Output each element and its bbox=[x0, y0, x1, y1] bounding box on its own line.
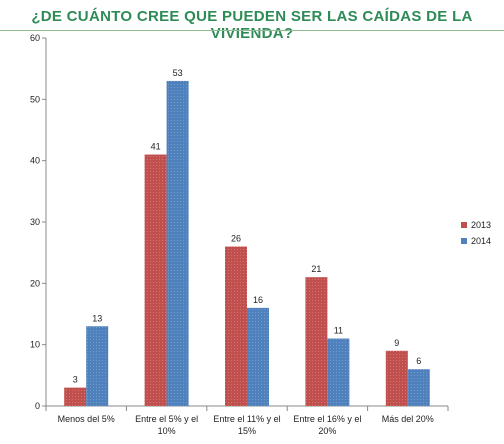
data-label: 3 bbox=[73, 375, 78, 385]
bar-2014 bbox=[247, 307, 269, 406]
data-label: 26 bbox=[231, 234, 241, 244]
bar-2013 bbox=[385, 350, 408, 406]
legend: 2013 2014 bbox=[461, 220, 491, 246]
y-tick-label: 60 bbox=[30, 33, 40, 43]
y-tick-label: 20 bbox=[30, 278, 40, 288]
data-label: 6 bbox=[416, 356, 421, 366]
bar-2014 bbox=[166, 80, 189, 406]
data-label: 41 bbox=[151, 142, 161, 152]
y-tick-label: 30 bbox=[30, 217, 40, 227]
labels: Menos del 5% 3 13 Entre el 5% y el 10% 41 53 En… bbox=[58, 68, 434, 436]
x-tick-label: Entre el 11% y el 15% bbox=[213, 414, 280, 436]
data-label: 9 bbox=[394, 338, 399, 348]
legend-swatch-2014 bbox=[461, 238, 467, 244]
y-tick-label: 40 bbox=[30, 156, 40, 166]
bars bbox=[64, 80, 430, 406]
x-tick-label: Entre el 16% y el 20% bbox=[293, 414, 361, 436]
bar-2014 bbox=[86, 326, 109, 406]
bar-2013 bbox=[144, 154, 167, 406]
data-label: 13 bbox=[92, 313, 102, 323]
y-tick-label: 0 bbox=[35, 401, 40, 411]
y-tick-label: 10 bbox=[30, 340, 40, 350]
legend-label: 2013 bbox=[471, 220, 491, 230]
bar-2013 bbox=[64, 387, 87, 406]
title-divider bbox=[0, 30, 504, 31]
legend-label: 2014 bbox=[471, 236, 491, 246]
legend-swatch-2013 bbox=[461, 222, 467, 228]
data-label: 16 bbox=[253, 295, 263, 305]
y-tick-label: 50 bbox=[30, 94, 40, 104]
x-tick-label: Más del 20% bbox=[382, 414, 434, 424]
bar-2013 bbox=[225, 246, 247, 406]
data-label: 21 bbox=[311, 264, 321, 274]
chart-title: ¿DE CUÁNTO CREE QUE PUEDEN SER LAS CAÍDA… bbox=[31, 8, 473, 42]
bar-2014 bbox=[327, 338, 350, 406]
x-tick-label: Menos del 5% bbox=[58, 414, 115, 424]
x-tick-label: Entre el 5% y el 10% bbox=[135, 414, 198, 436]
bar-2014 bbox=[407, 369, 430, 406]
data-label: 11 bbox=[334, 326, 343, 336]
data-label: 53 bbox=[173, 68, 183, 78]
bar-2013 bbox=[305, 277, 328, 406]
